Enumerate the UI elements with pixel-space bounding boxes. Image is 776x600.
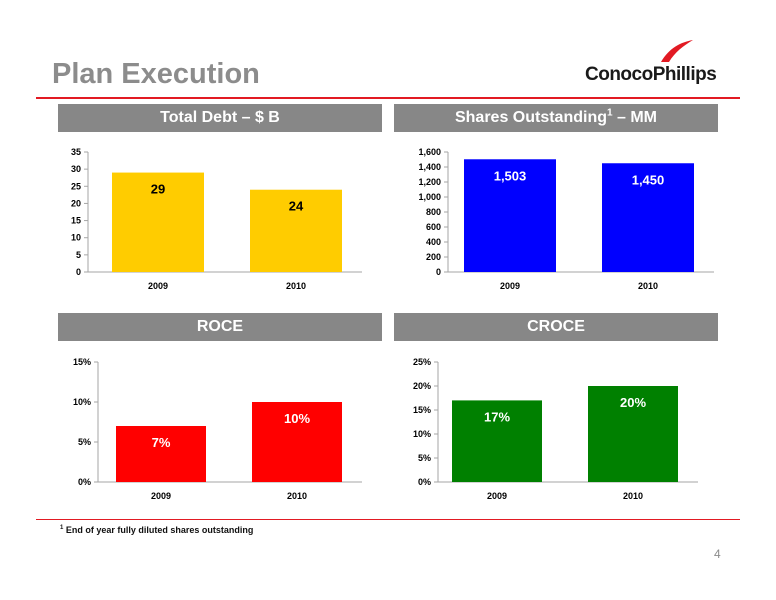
y-tick-label: 400 <box>426 237 441 247</box>
y-tick-label: 0 <box>76 267 81 277</box>
x-tick-label: 2009 <box>500 281 520 291</box>
x-tick-label: 2010 <box>638 281 658 291</box>
y-tick-label: 5% <box>78 437 91 447</box>
footnote-text: End of year fully diluted shares outstan… <box>63 525 254 535</box>
y-tick-label: 1,400 <box>418 162 441 172</box>
y-tick-label: 30 <box>71 164 81 174</box>
y-tick-label: 25 <box>71 181 81 191</box>
y-tick-label: 20% <box>413 381 431 391</box>
y-tick-label: 20 <box>71 198 81 208</box>
data-label: 29 <box>151 182 165 197</box>
panel-header-label: Shares Outstanding <box>454 109 607 126</box>
panel-header-roce: ROCE <box>58 313 382 341</box>
x-tick-label: 2010 <box>286 281 306 291</box>
page-number: 4 <box>714 547 721 561</box>
y-tick-label: 15% <box>73 357 91 367</box>
data-label: 20% <box>620 395 646 410</box>
y-tick-label: 5% <box>418 453 431 463</box>
bar <box>452 400 542 482</box>
x-tick-label: 2009 <box>151 491 171 501</box>
roce-chart: 0% 5% 10% 15% 7% 2009 10% 2010 <box>73 357 362 501</box>
x-tick-label: 2009 <box>148 281 168 291</box>
y-tick-label: 800 <box>426 207 441 217</box>
bar <box>602 163 694 272</box>
data-label: 7% <box>152 435 171 450</box>
data-label: 1,450 <box>632 172 665 187</box>
bar <box>252 402 342 482</box>
y-tick-label: 10% <box>73 397 91 407</box>
y-tick-label: 0% <box>78 477 91 487</box>
y-tick-label: 200 <box>426 252 441 262</box>
y-tick-label: 600 <box>426 222 441 232</box>
y-tick-label: 0 <box>436 267 441 277</box>
data-label: 17% <box>484 409 510 424</box>
shares-outstanding-chart: 0 200 400 600 800 1,000 1,200 1,400 1,600 1,503 20… <box>418 147 714 291</box>
page-title: Plan Execution <box>52 58 260 90</box>
y-tick-label: 1,200 <box>418 177 441 187</box>
data-label: 24 <box>289 199 304 214</box>
footnote-marker: 1 <box>607 107 613 119</box>
bar <box>588 386 678 482</box>
data-label: 1,503 <box>494 168 527 183</box>
y-tick-label: 1,000 <box>418 192 441 202</box>
panel-header-label: Total Debt – $ B <box>160 109 280 126</box>
y-tick-label: 10 <box>71 233 81 243</box>
x-tick-label: 2010 <box>287 491 307 501</box>
footnote-marker: 1 <box>60 525 64 531</box>
top-rule <box>36 97 740 99</box>
y-tick-label: 35 <box>71 147 81 157</box>
y-tick-label: 0% <box>418 477 431 487</box>
y-tick-label: 1,600 <box>418 147 441 157</box>
logo-text: ConocoPhillips <box>585 64 717 85</box>
bar <box>116 426 206 482</box>
bar <box>464 159 556 272</box>
panel-header-label: CROCE <box>527 318 585 335</box>
bar <box>250 189 342 272</box>
panel-header-total-debt: Total Debt – $ B <box>58 104 382 132</box>
y-tick-label: 5 <box>76 250 81 260</box>
footnote: 1 End of year fully diluted shares outst… <box>60 525 253 535</box>
data-label: 10% <box>284 411 310 426</box>
panel-header-shares-outstanding: Shares Outstanding1 – MM <box>394 104 718 132</box>
y-tick-label: 15% <box>413 405 431 415</box>
x-tick-label: 2009 <box>487 491 507 501</box>
panel-header-label: ROCE <box>196 318 244 335</box>
panel-header-suffix: – MM <box>612 109 658 126</box>
bottom-rule <box>36 519 740 520</box>
croce-chart: 0% 5% 10% 15% 20% 25% 17% 2009 20% 2010 <box>413 357 698 501</box>
x-tick-label: 2010 <box>623 491 643 501</box>
total-debt-chart: 0 5 10 15 20 25 30 35 29 2009 24 2010 <box>71 147 362 291</box>
company-logo: ConocoPhillips <box>585 38 730 98</box>
y-tick-label: 15 <box>71 216 81 226</box>
panel-header-croce: CROCE <box>394 313 718 341</box>
bar <box>112 172 204 272</box>
logo-mark-icon <box>661 40 693 62</box>
y-tick-label: 25% <box>413 357 431 367</box>
y-tick-label: 10% <box>413 429 431 439</box>
